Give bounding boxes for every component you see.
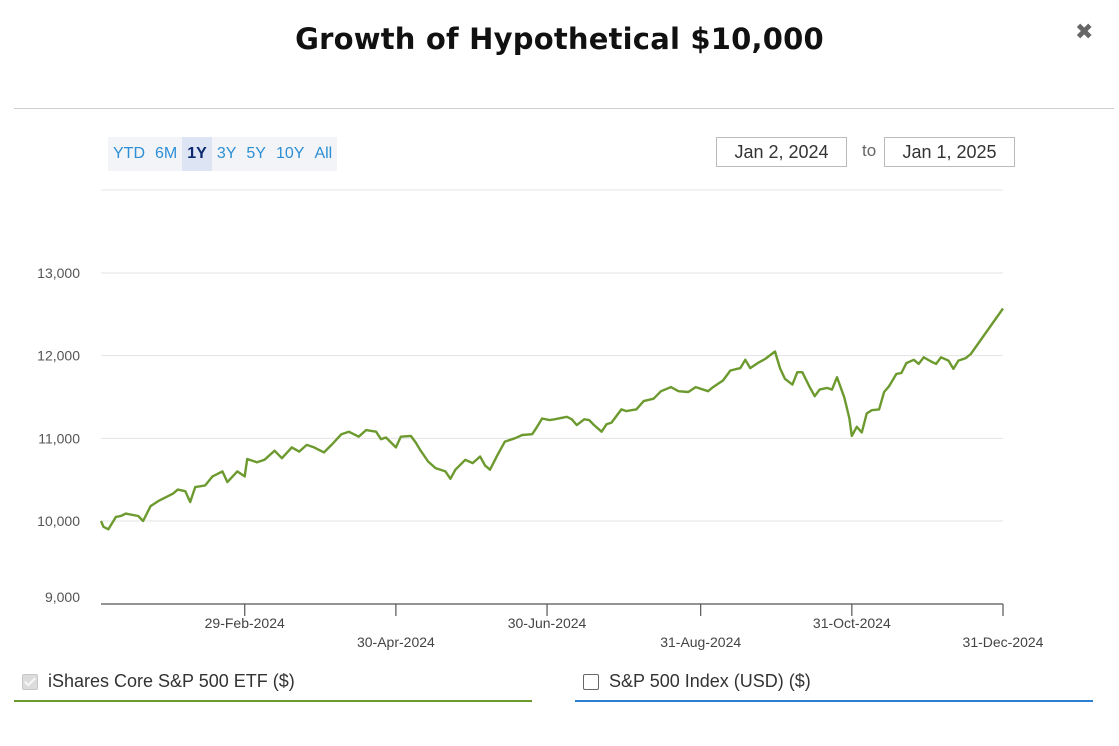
dialog-title: Growth of Hypothetical $10,000: [295, 22, 824, 56]
legend-label-etf: iShares Core S&P 500 ETF ($): [48, 671, 295, 691]
y-tick-label-13000: 13,000: [37, 265, 80, 281]
range-1y-button[interactable]: 1Y: [182, 137, 212, 171]
legend-line-index: [575, 700, 1093, 702]
legend-line-etf: [14, 700, 532, 702]
range-selector: YTD 6M 1Y 3Y 5Y 10Y All: [108, 137, 338, 171]
end-date-input[interactable]: Jan 1, 2025: [884, 137, 1015, 167]
date-to-label: to: [862, 141, 877, 160]
growth-chart: 9,000 10,000 11,000 12,000 13,000 29-Feb-2024…: [37, 189, 1044, 650]
legend-label-index: S&P 500 Index (USD) ($): [609, 671, 811, 691]
legend-item-etf[interactable]: iShares Core S&P 500 ETF ($): [14, 668, 532, 702]
x-tick-label-2: 30-Jun-2024: [508, 615, 587, 631]
index-checkbox[interactable]: [583, 674, 599, 690]
y-tick-label-11000: 11,000: [38, 430, 80, 446]
x-tick-label-4: 31-Oct-2024: [813, 615, 891, 631]
x-tick-label-3: 31-Aug-2024: [660, 634, 741, 650]
etf-checkbox[interactable]: [22, 674, 38, 690]
range-all-button[interactable]: All: [314, 145, 333, 162]
y-tick-label-12000: 12,000: [37, 348, 80, 364]
y-tick-label-9000: 9,000: [45, 589, 80, 605]
header-divider: [14, 108, 1114, 109]
x-tick-label-5: 31-Dec-2024: [963, 634, 1044, 650]
y-tick-label-10000: 10,000: [37, 513, 80, 529]
range-5y-button[interactable]: 5Y: [246, 145, 266, 162]
legend-item-index[interactable]: S&P 500 Index (USD) ($): [575, 668, 1093, 702]
series-line-etf: [99, 307, 1004, 531]
range-3y-button[interactable]: 3Y: [216, 145, 237, 162]
x-tick-label-0: 29-Feb-2024: [205, 615, 285, 631]
start-date-input[interactable]: Jan 2, 2024: [716, 137, 847, 167]
close-icon[interactable]: ✖: [1075, 20, 1094, 45]
range-6m-button[interactable]: 6M: [155, 145, 178, 162]
range-ytd-button[interactable]: YTD: [113, 145, 145, 162]
range-10y-button[interactable]: 10Y: [275, 145, 305, 162]
x-tick-label-1: 30-Apr-2024: [357, 634, 435, 650]
